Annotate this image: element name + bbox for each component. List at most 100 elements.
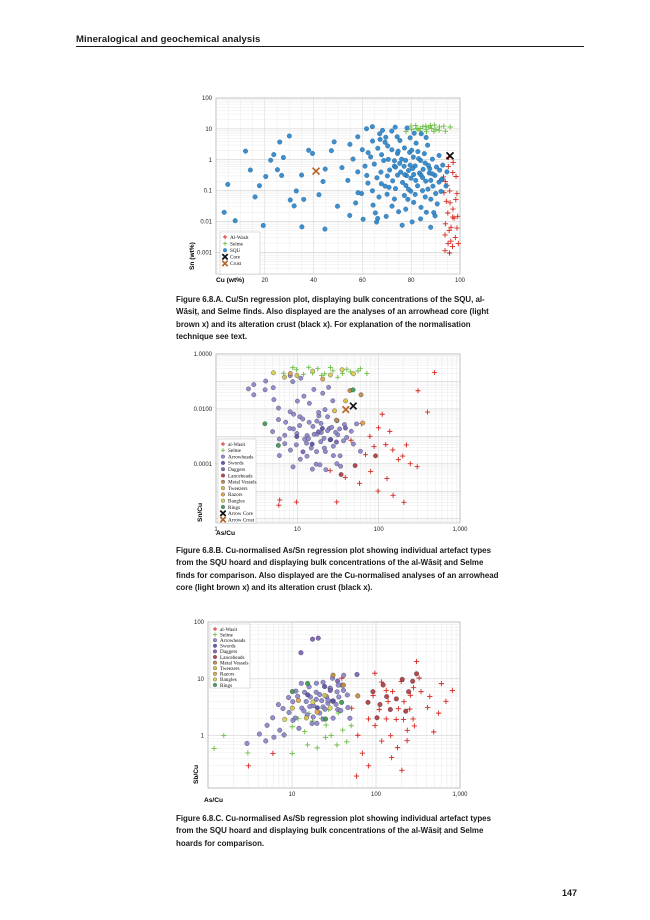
point-squ [370,202,376,208]
point-al-wasit [389,688,396,695]
point-squ [425,162,431,168]
point-al-wasit [414,464,420,470]
legend-label-arrowheads: Arrowheads [220,638,245,644]
point-daggers [334,439,339,445]
point-al-wasit [342,474,348,480]
point-arrowheads [351,441,356,447]
point-arrowheads [283,419,289,425]
point-swords [305,692,311,698]
legend-label-swords: Swords [220,644,236,650]
point-arrowheads [330,715,336,721]
legend-marker-daggers [221,467,225,472]
point-squ [436,152,442,158]
point-selme [433,126,439,133]
point-tweezers [289,705,295,711]
point-arrowheads [306,419,312,425]
point-squ [359,147,365,153]
point-al-wasit [442,248,448,254]
legend-marker-rings [221,505,225,509]
point-squ [256,183,262,189]
point-squ [395,148,401,154]
point-arrowheads [333,701,339,707]
series-swords [294,426,333,447]
point-al-wasit [418,688,424,695]
point-al-wasit [270,750,276,757]
point-squ [429,171,435,177]
legend-marker-swords [213,643,217,648]
point-squ [416,156,422,162]
point-al-wasit [407,461,413,467]
series-arrow-core [349,402,358,410]
legend-marker-core [221,253,229,261]
point-arrowheads [280,706,286,711]
legend-label-selme: Selme [228,448,242,454]
legend-marker-arrowheads [221,454,225,459]
point-arrow-core [349,402,358,410]
series-razors [295,698,320,715]
point-squ [350,156,356,162]
point-squ [409,147,415,153]
point-squ [407,162,413,168]
point-al-wasit [393,716,399,723]
point-squ [243,148,249,154]
header-rule [76,46,584,47]
point-squ [355,190,361,196]
point-al-wasit [389,754,395,761]
point-arrowheads [297,423,303,428]
point-al-wasit [453,173,459,180]
point-al-wasit [442,178,448,185]
point-selme [334,742,340,748]
point-squ [425,186,431,192]
point-squ [406,186,412,192]
point-squ [335,203,340,209]
point-razors [320,376,326,382]
legend-label-arrow-crust: Arrow Crust [228,517,255,523]
point-arrowheads [287,409,293,415]
point-arrowheads [345,705,351,711]
series-bangles [282,699,333,722]
point-razors [287,371,293,376]
point-rings [323,716,329,722]
point-squ [398,169,404,175]
point-squ [382,139,388,145]
point-squ [277,139,283,145]
point-al-wasit [379,411,385,417]
point-squ [316,192,322,198]
point-arrowheads [354,421,359,427]
legend-label-bangles: Bangles [228,499,245,505]
legend-marker-razors [213,671,217,676]
legend-marker-arrow-core [219,509,227,517]
point-al-wasit [432,369,438,376]
y-tick-label: 0.0100 [194,407,213,413]
point-daggers [327,687,333,693]
point-arrow-crust [341,405,350,414]
point-rings [262,421,268,427]
point-al-wasit [410,685,417,691]
x-tick-label: 20 [261,278,268,284]
point-al-wasit [390,492,396,498]
point-arrowheads [331,453,336,458]
point-arrowheads [326,384,331,390]
y-tick-label: 0.01 [200,220,212,226]
point-arrowheads [323,467,329,473]
point-al-wasit [407,692,414,698]
point-arrowheads [263,738,269,744]
point-arrowheads [277,727,283,733]
point-bangles [351,371,356,377]
x-tick-label: 1 [214,527,218,533]
y-tick-label: 0.0001 [194,462,213,468]
point-selme [355,368,361,374]
series-bangles [271,367,356,378]
point-selme [408,123,414,129]
series-tweezers [289,693,328,721]
point-arrowheads [304,440,309,446]
point-lanceheads [370,689,376,695]
legend-label-core: Core [230,255,241,261]
point-daggers [300,449,306,455]
point-arrowheads [294,442,299,448]
point-arrowheads [287,426,293,431]
point-squ [389,147,395,153]
point-al-wasit [372,722,378,729]
point-squ [393,186,399,192]
point-arrowheads [270,429,275,434]
